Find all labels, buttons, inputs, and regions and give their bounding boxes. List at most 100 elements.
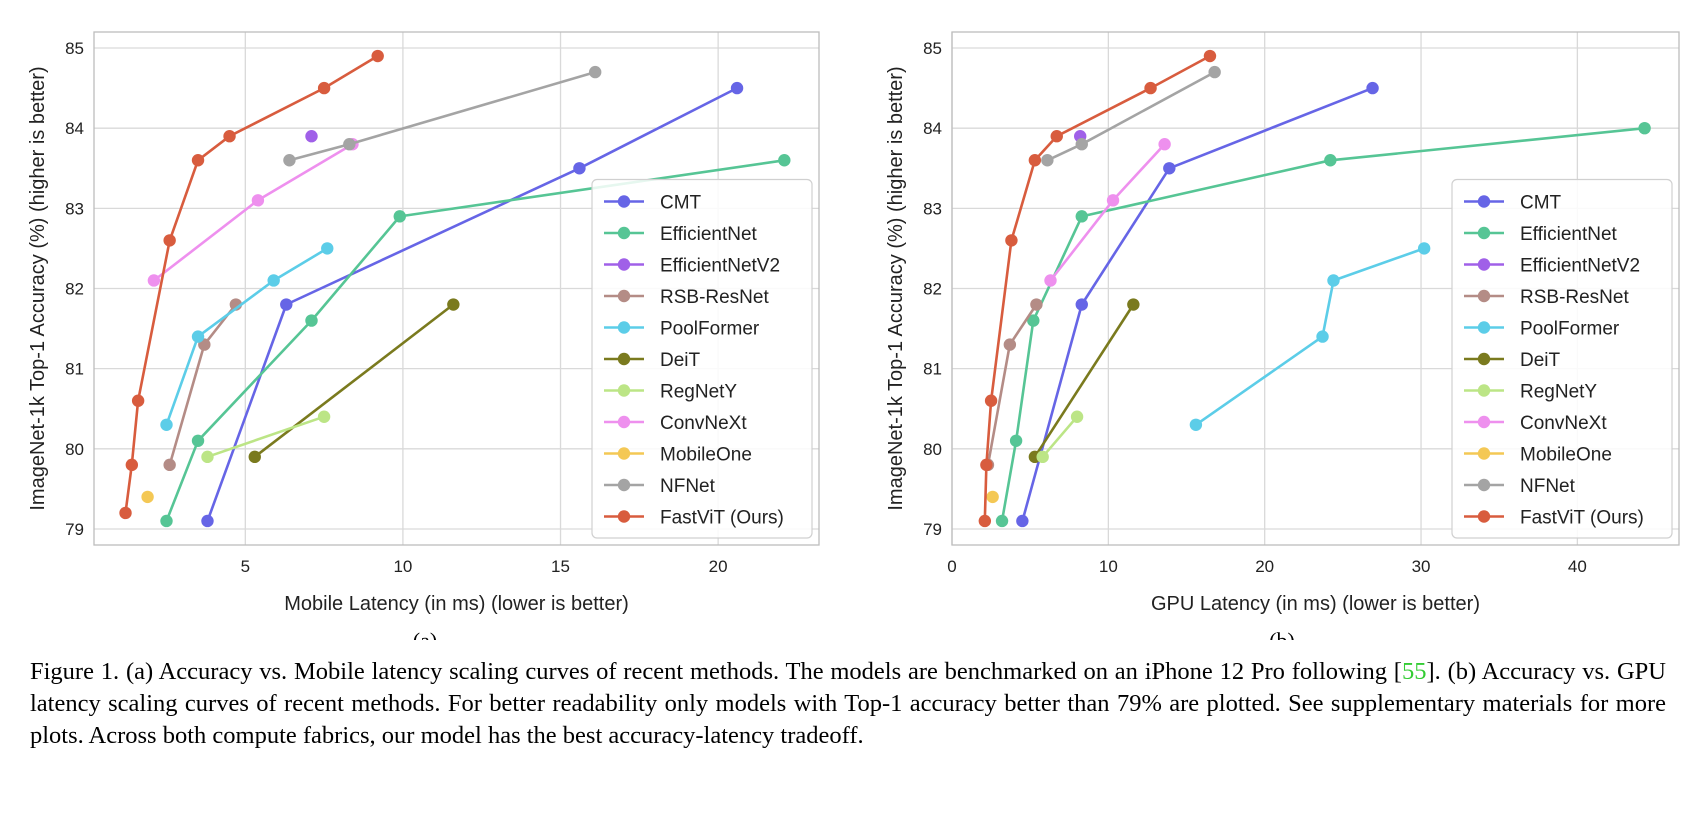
data-point [191,154,205,167]
data-point [305,130,318,143]
legend-swatch-marker [1477,352,1491,366]
data-point [1324,154,1337,167]
subfigure-label: (a) [413,628,437,640]
data-point [1005,234,1018,247]
y-tick-label: 81 [923,360,942,379]
series-line [1195,247,1425,426]
series-line [1041,415,1079,458]
data-point [1030,298,1043,311]
data-point [1638,121,1651,135]
legend-label: EfficientNetV2 [660,256,780,277]
series-line [1046,70,1216,162]
figure-canvas: 5 10 15 20 79 80 81 82 83 84 85 Mobile Latency (in … [27,31,1680,640]
x-tick-label: 20 [1255,557,1274,576]
data-point [371,49,384,63]
data-point [141,490,154,504]
legend-swatch-marker [1477,289,1491,303]
legend-swatch-marker [1477,415,1491,429]
data-point [1106,194,1120,207]
y-tick-label: 81 [65,360,84,379]
data-point [119,506,132,520]
data-point [160,514,173,528]
data-point [1417,242,1431,255]
y-tick-label: 80 [923,440,942,459]
data-point [131,394,145,407]
caption-text: Figure 1. (a) Accuracy vs. Mobile latenc… [30,658,1402,685]
data-point [1203,49,1217,63]
y-tick-label: 83 [65,199,84,218]
legend-swatch-marker [617,384,631,397]
data-point [191,330,205,343]
x-tick-label: 10 [393,557,412,576]
caption-text-end: ]. (b) Accuracy vs. GPU latency scaling … [30,658,1666,749]
legend-label: RSB-ResNet [660,287,769,308]
legend: CMT EfficientNet EfficientNetV2 RSB-ResNet P… [1451,178,1673,539]
legend-label: PoolFormer [660,319,760,340]
data-point [1075,138,1088,151]
data-point [1070,410,1084,423]
legend-swatch-marker [1477,478,1491,492]
legend-swatch-marker [1477,195,1491,208]
series-line [1000,126,1645,522]
data-point [283,154,296,167]
y-tick-label: 80 [65,440,84,459]
citation-link[interactable]: 55 [1401,658,1427,685]
series-line [153,143,354,282]
series-line [1033,303,1135,458]
legend: CMT EfficientNet EfficientNetV2 RSB-ResNet P… [591,178,813,539]
legend-label: MobileOne [660,445,752,466]
legend-swatch-marker [1477,321,1491,334]
y-tick-label: 79 [923,520,942,539]
data-point [317,81,331,95]
x-tick-label: 0 [947,557,956,576]
y-tick-label: 84 [923,119,942,138]
legend-swatch-marker [1477,226,1491,240]
data-point [1028,154,1042,167]
legend-swatch-marker [617,258,631,271]
legend-swatch-marker [617,321,631,334]
data-point [267,274,280,287]
legend-label: RegNetY [660,382,737,403]
legend-label: FastViT (Ours) [1520,508,1644,529]
y-tick-label: 79 [65,520,84,539]
series-line [124,54,379,514]
plot-frame [951,31,1680,546]
legend-label: EfficientNetV2 [1520,256,1640,277]
data-point [191,434,205,447]
data-point [1036,450,1049,464]
data-point [1003,338,1017,351]
data-point [223,130,236,143]
data-point [1075,210,1088,223]
x-tick-label: 40 [1568,557,1587,576]
legend-label: DeiT [660,350,701,371]
y-axis-label: ImageNet-1k Top-1 Accuracy (%) (higher i… [885,66,907,510]
data-point [1041,154,1054,167]
legend-box [1451,178,1673,539]
legend-swatch-marker [617,510,631,523]
data-point [317,410,331,423]
legend-label: MobileOne [1520,445,1612,466]
data-point [1189,418,1203,431]
data-point [1316,330,1329,343]
legend-label: DeiT [1520,350,1561,371]
subfigure-label: (b) [1269,628,1295,640]
data-point [280,298,293,311]
data-point [1044,274,1057,287]
data-point [588,65,602,79]
figure-caption: Figure 1. (a) Accuracy vs. Mobile latenc… [30,656,1666,752]
x-tick-label: 30 [1412,557,1431,576]
legend-swatch-marker [617,352,631,366]
data-point [986,490,999,504]
x-tick-label: 5 [241,557,250,576]
data-point [1075,298,1088,311]
data-point [125,458,139,472]
data-point [305,314,318,327]
series-line [983,54,1211,522]
x-axis-label: Mobile Latency (in ms) (lower is better) [284,593,629,615]
x-axis-label: GPU Latency (in ms) (lower is better) [1151,593,1480,615]
series-line [1021,86,1374,522]
data-point [163,458,176,472]
data-point [201,450,214,464]
y-tick-label: 85 [65,39,84,58]
y-tick-label: 84 [65,119,84,138]
